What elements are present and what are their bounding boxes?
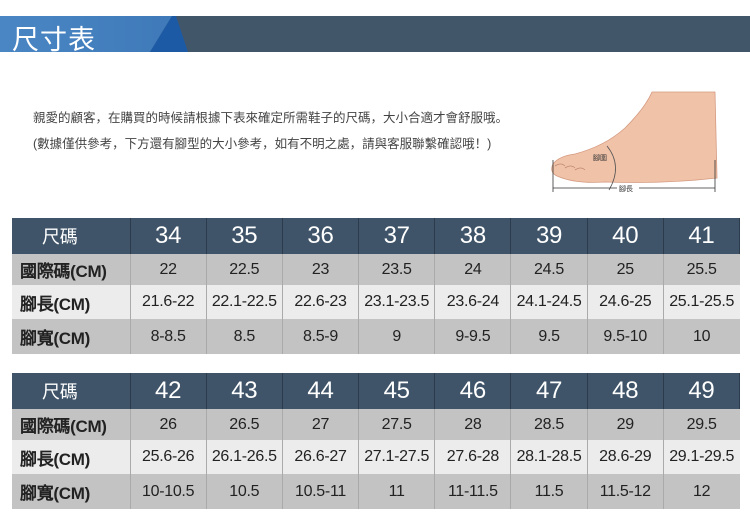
value-cell: 25.1-25.5 [663,285,740,319]
value-cell: 28 [434,409,512,440]
size-cell: 35 [206,218,283,254]
size-table-2: 尺碼 42 43 44 45 46 47 48 49 國際碼(CM) 26 26.5 27 27.5 28 2… [12,373,741,509]
value-cell: 26.6-27 [282,440,360,474]
size-cell: 42 [130,373,207,409]
value-cell: 29 [587,409,664,440]
page-title: 尺寸表 [12,25,96,56]
intro-text: 親愛的顧客，在購買的時候請根據下表來確定所需鞋子的尺碼，大小合適才會舒服哦。 (… [33,111,509,151]
value-cell: 9.5-10 [587,319,664,354]
size-cell: 40 [587,218,664,254]
value-cell: 24.6-25 [587,285,664,319]
value-cell: 28.6-29 [587,440,664,474]
value-cell: 11.5-12 [587,474,664,509]
table-row: 腳寬(CM) 10-10.5 10.5 10.5-11 11 11-11.5 11.5 11.… [12,474,740,509]
value-cell: 23.1-23.5 [358,285,436,319]
row-label: 國際碼(CM) [12,254,131,285]
value-cell: 24 [434,254,512,285]
value-cell: 25.5 [663,254,740,285]
row-label: 腳寬(CM) [12,319,131,354]
value-cell: 11.5 [510,474,588,509]
size-cell: 44 [282,373,360,409]
header-label: 尺碼 [12,218,131,254]
value-cell: 22.5 [206,254,283,285]
header-label: 尺碼 [12,373,131,409]
value-cell: 10.5 [206,474,283,509]
table-row: 腳長(CM) 25.6-26 26.1-26.5 26.6-27 27.1-27.5 27… [12,440,740,474]
size-cell: 39 [510,218,588,254]
size-cell: 41 [663,218,741,254]
table-row: 國際碼(CM) 22 22.5 23 23.5 24 24.5 25 25.5 [12,254,740,285]
size-cell: 48 [587,373,664,409]
size-cell: 37 [358,218,436,254]
value-cell: 29.5 [663,409,740,440]
value-cell: 26.5 [206,409,283,440]
value-cell: 23 [282,254,360,285]
size-cell: 46 [434,373,512,409]
table-row: 腳寬(CM) 8-8.5 8.5 8.5-9 9 9-9.5 9.5 9.5-10 10 [12,319,740,354]
size-cell: 45 [358,373,436,409]
size-cell: 38 [434,218,512,254]
value-cell: 25.6-26 [130,440,207,474]
value-cell: 22 [130,254,207,285]
size-cell: 43 [206,373,283,409]
row-label: 國際碼(CM) [12,409,131,440]
size-cell: 36 [282,218,360,254]
value-cell: 21.6-22 [130,285,207,319]
foot-diagram-image: 腳圍 腳長 [551,91,718,193]
value-cell: 26.1-26.5 [206,440,283,474]
foot-length-label: 腳長 [619,184,633,193]
value-cell: 10 [663,319,740,354]
row-label: 腳寬(CM) [12,474,131,509]
value-cell: 28.1-28.5 [510,440,588,474]
table-row: 腳長(CM) 21.6-22 22.1-22.5 22.6-23 23.1-23.5 23… [12,285,740,319]
size-cell: 47 [510,373,588,409]
value-cell: 8-8.5 [130,319,207,354]
value-cell: 27.6-28 [434,440,512,474]
size-table-1: 尺碼 34 35 36 37 38 39 40 41 國際碼(CM) 22 22.5 23 23.5 24 2… [12,218,741,354]
size-header-row: 尺碼 42 43 44 45 46 47 48 49 [12,373,741,409]
size-header-row: 尺碼 34 35 36 37 38 39 40 41 [12,218,741,254]
value-cell: 27 [282,409,360,440]
value-cell: 27.5 [358,409,436,440]
row-label: 腳長(CM) [12,285,131,319]
value-cell: 11-11.5 [434,474,512,509]
size-cell: 34 [130,218,207,254]
value-cell: 10-10.5 [130,474,207,509]
value-cell: 25 [587,254,664,285]
value-cell: 23.5 [358,254,436,285]
value-cell: 10.5-11 [282,474,360,509]
value-cell: 8.5 [206,319,283,354]
size-cell: 49 [663,373,741,409]
value-cell: 11 [358,474,436,509]
value-cell: 9 [358,319,436,354]
value-cell: 26 [130,409,207,440]
value-cell: 28.5 [510,409,588,440]
row-label: 腳長(CM) [12,440,131,474]
value-cell: 8.5-9 [282,319,360,354]
value-cell: 23.6-24 [434,285,512,319]
value-cell: 22.1-22.5 [206,285,283,319]
value-cell: 12 [663,474,740,509]
value-cell: 9.5 [510,319,588,354]
value-cell: 9-9.5 [434,319,512,354]
header-banner: 尺寸表 [0,16,750,56]
value-cell: 27.1-27.5 [358,440,436,474]
value-cell: 22.6-23 [282,285,360,319]
value-cell: 29.1-29.5 [663,440,740,474]
value-cell: 24.5 [510,254,588,285]
foot-girth-label: 腳圍 [593,153,607,162]
table-row: 國際碼(CM) 26 26.5 27 27.5 28 28.5 29 29.5 [12,409,740,440]
value-cell: 24.1-24.5 [510,285,588,319]
